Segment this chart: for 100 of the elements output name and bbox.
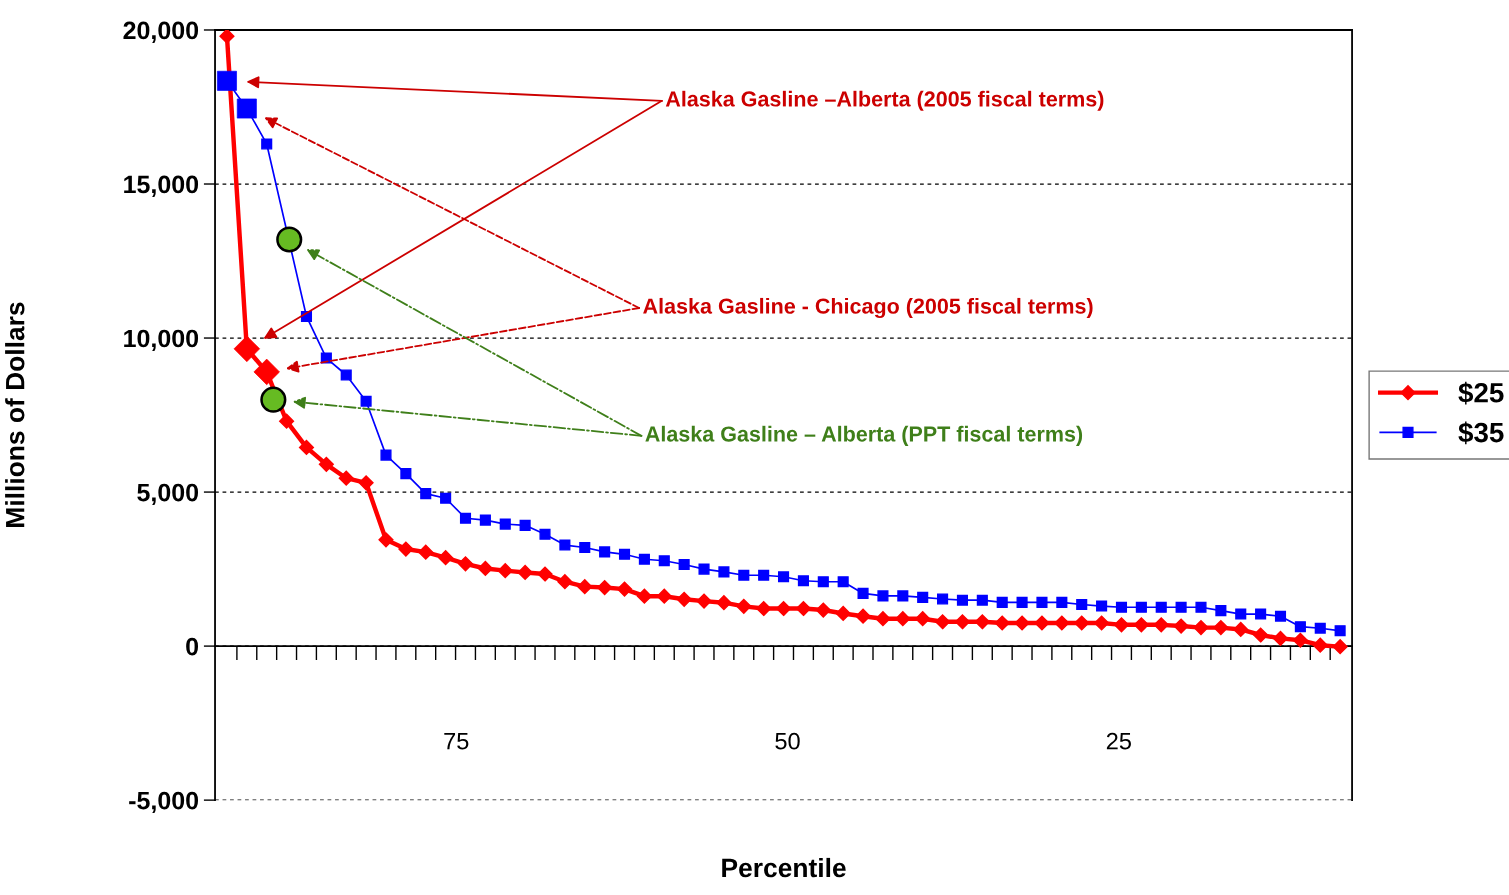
point: [618, 548, 631, 560]
point: [716, 595, 732, 611]
point: [298, 439, 315, 455]
point: [477, 560, 493, 577]
point: [658, 555, 670, 567]
point: [1115, 601, 1128, 613]
point: [1274, 610, 1287, 622]
y-tick-label: -5,000: [129, 791, 199, 814]
annotation: Alaska Gasline –Alberta (2005 fiscal terms): [665, 90, 1104, 111]
point: [835, 605, 851, 622]
point: [1294, 621, 1306, 633]
point: [855, 608, 871, 624]
point: [696, 593, 712, 609]
point: [1193, 620, 1209, 636]
point: [418, 544, 434, 560]
point: [519, 519, 531, 531]
point: [1036, 596, 1048, 608]
point: [438, 550, 454, 566]
point: [440, 492, 452, 504]
point: [656, 588, 672, 604]
point: [358, 475, 374, 491]
point: [1173, 618, 1189, 634]
point: [996, 596, 1008, 608]
point: [260, 386, 287, 413]
point: [815, 602, 831, 618]
point: [1133, 617, 1149, 633]
point: [459, 512, 472, 524]
y-tick-label: 10,000: [124, 329, 199, 351]
point: [261, 138, 273, 150]
annotation: Alaska Gasline – Alberta (PPT fiscal terms): [645, 425, 1083, 446]
point: [638, 553, 650, 565]
point: [1213, 620, 1229, 636]
point: [1334, 625, 1346, 637]
point: [1314, 622, 1326, 634]
point: [1272, 630, 1289, 646]
point: [398, 541, 414, 557]
point: [1034, 615, 1050, 631]
point: [718, 566, 730, 578]
point: [599, 546, 611, 558]
point: [875, 611, 891, 627]
y-tick-label: 0: [186, 637, 199, 656]
point: [917, 591, 929, 603]
point: [775, 600, 792, 617]
point: [935, 614, 951, 630]
point: [559, 539, 571, 551]
point: [937, 593, 949, 605]
point: [1014, 615, 1030, 631]
x-tick-label: 50: [775, 732, 800, 750]
point: [738, 569, 750, 581]
point: [499, 518, 511, 530]
point: [698, 563, 710, 575]
point: [597, 579, 613, 596]
point: [676, 591, 692, 607]
point: [1153, 617, 1169, 633]
point: [877, 590, 889, 602]
point: [616, 581, 633, 597]
point: [1195, 601, 1207, 613]
point: [338, 470, 354, 486]
point: [253, 358, 280, 386]
point: [777, 571, 790, 583]
point: [539, 528, 551, 540]
legend-label: $35: [1458, 421, 1504, 445]
point: [517, 564, 533, 581]
y-tick-label: 20,000: [123, 21, 199, 43]
point: [1074, 615, 1090, 631]
point: [279, 413, 295, 429]
point: [915, 611, 931, 627]
point: [579, 541, 591, 554]
point: [1292, 632, 1308, 648]
y-tick-label: 15,000: [124, 175, 199, 197]
point: [457, 556, 474, 572]
annotation: Alaska Gasline - Chicago (2005 fiscal terms): [643, 297, 1093, 319]
point: [1054, 615, 1070, 631]
point: [857, 587, 869, 599]
point: [420, 488, 432, 500]
point: [976, 594, 988, 606]
point: [340, 369, 352, 381]
legend-label: $25: [1458, 381, 1504, 405]
point: [1332, 639, 1348, 655]
x-axis-title: Percentile: [722, 857, 846, 878]
x-tick-label: 25: [1106, 732, 1131, 750]
point: [557, 574, 573, 590]
point: [1094, 615, 1110, 631]
point: [219, 29, 235, 44]
point: [837, 576, 849, 588]
y-tick-label: 5,000: [137, 483, 199, 505]
point: [636, 588, 652, 604]
point: [378, 532, 394, 548]
point: [954, 614, 971, 630]
point: [479, 514, 491, 526]
point: [276, 226, 303, 253]
point: [360, 395, 372, 407]
point: [795, 600, 811, 617]
point: [1235, 608, 1247, 620]
point: [895, 611, 911, 627]
point: [897, 590, 909, 602]
point: [817, 576, 829, 588]
point: [577, 579, 593, 595]
point: [1215, 605, 1227, 617]
point: [956, 594, 969, 606]
